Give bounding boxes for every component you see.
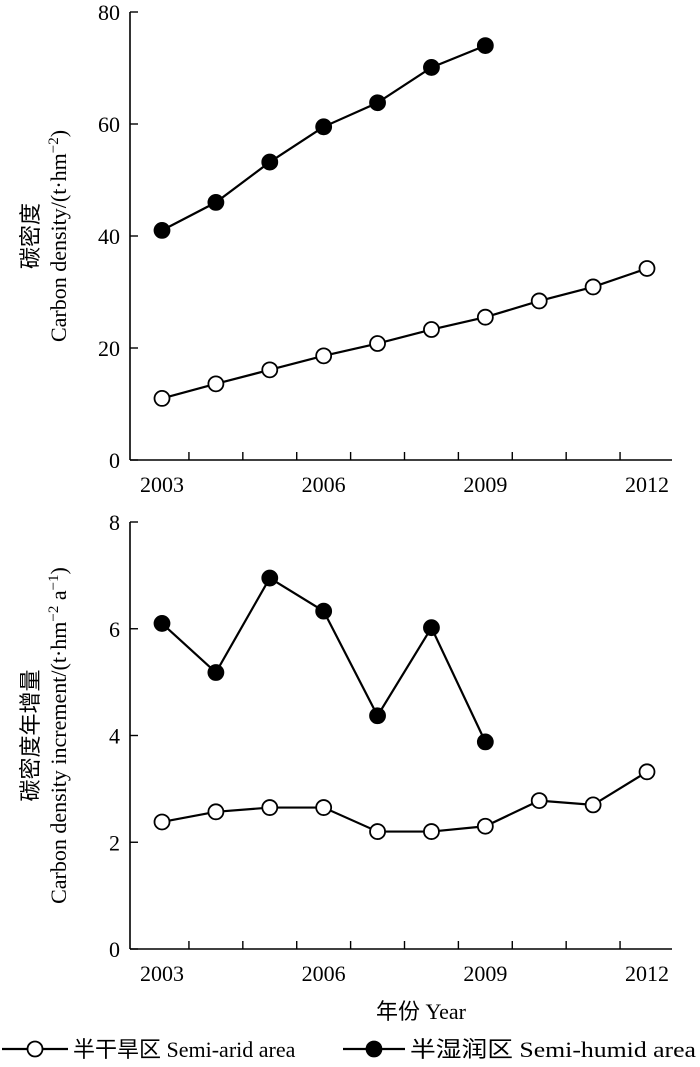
legend: 半干旱区 Semi-arid area 半湿润区 Semi-humid area (2, 1037, 696, 1062)
semi-arid-point-2009 (476, 308, 494, 326)
semi-arid-point-2012 (638, 763, 656, 781)
legend-label-semi-arid: 半干旱区 Semi-arid area (73, 1037, 296, 1062)
semi-arid-point-2005 (261, 361, 279, 379)
x-tick-label: 2009 (463, 961, 507, 986)
semi-arid-point-2006 (315, 347, 333, 365)
semi-humid-point-2004 (207, 664, 225, 681)
series-line-semi-arid (161, 267, 648, 400)
semi-humid-point-2005 (261, 153, 279, 171)
y-axis-title-en: Carbon density/(t·hm−2) (46, 130, 71, 342)
semi-arid-point-2010 (530, 792, 548, 810)
x-axis-title: 年份 Year (376, 999, 467, 1024)
semi-arid-point-2010 (530, 292, 548, 310)
x-tick-label: 2012 (625, 472, 669, 497)
x-tick-label: 2003 (140, 472, 184, 497)
y-tick-label: 20 (98, 336, 120, 361)
semi-arid-point-2012 (638, 260, 656, 277)
y-tick-label: 4 (109, 724, 120, 749)
semi-humid-point-2008 (423, 619, 440, 637)
legend-marker-semi-humid (365, 1040, 383, 1058)
semi-humid-point-2003 (153, 221, 171, 239)
semi-arid-point-2006 (315, 799, 333, 816)
y-tick-label: 6 (109, 617, 120, 642)
x-tick-label: 2006 (302, 472, 346, 497)
y-tick-label: 2 (109, 830, 120, 855)
y-axis-title-cn: 碳密度 (18, 203, 43, 269)
y-tick-label: 8 (109, 510, 120, 535)
semi-arid-point-2009 (476, 817, 494, 835)
chart-panel-2: 0 2 4 6 8 2003 2006 2009 2012 碳密度年增量 Carbon densit… (18, 510, 672, 1024)
y-tick-label: 80 (98, 0, 120, 25)
y-tick-label: 0 (109, 448, 120, 473)
legend-label-semi-humid: 半湿润区 Semi-humid area (410, 1037, 696, 1062)
semi-arid-point-2011 (584, 796, 602, 814)
semi-humid-point-2007 (369, 707, 386, 725)
semi-humid-point-2009 (476, 37, 494, 54)
series-line-semi-humid (161, 576, 487, 743)
semi-arid-point-2004 (207, 803, 225, 821)
semi-humid-point-2006 (315, 118, 333, 136)
semi-arid-point-2007 (369, 823, 386, 840)
x-tick-label: 2009 (463, 472, 507, 497)
semi-humid-point-2003 (153, 615, 171, 632)
y-tick-label: 60 (98, 112, 120, 137)
semi-humid-point-2006 (315, 602, 333, 620)
semi-arid-point-2007 (369, 335, 386, 352)
legend-marker-semi-arid (26, 1040, 44, 1058)
semi-humid-point-2005 (261, 569, 279, 587)
y-axis-title-cn: 碳密度年增量 (18, 669, 43, 801)
semi-humid-point-2009 (476, 733, 494, 751)
semi-arid-point-2004 (207, 375, 225, 393)
semi-arid-point-2008 (423, 823, 440, 840)
series-line-semi-arid (161, 770, 648, 833)
y-tick-label: 40 (98, 224, 120, 249)
semi-arid-point-2003 (153, 813, 171, 831)
semi-humid-point-2008 (423, 59, 440, 76)
semi-arid-point-2011 (584, 278, 602, 296)
x-tick-label: 2012 (625, 961, 669, 986)
x-tick-label: 2003 (140, 961, 184, 986)
semi-arid-point-2003 (153, 389, 171, 407)
x-tick-label: 2006 (302, 961, 346, 986)
y-tick-label: 0 (109, 937, 120, 962)
y-axis-title-en: Carbon density increment/(t·hm−2 a−1) (46, 567, 71, 904)
semi-arid-point-2008 (423, 321, 440, 338)
semi-humid-point-2004 (207, 193, 225, 211)
chart-panel-1: 0 20 40 60 80 2003 2006 2009 2012 碳密度 Carbon densi… (18, 0, 672, 497)
semi-humid-point-2007 (369, 94, 386, 112)
semi-arid-point-2005 (261, 799, 279, 816)
